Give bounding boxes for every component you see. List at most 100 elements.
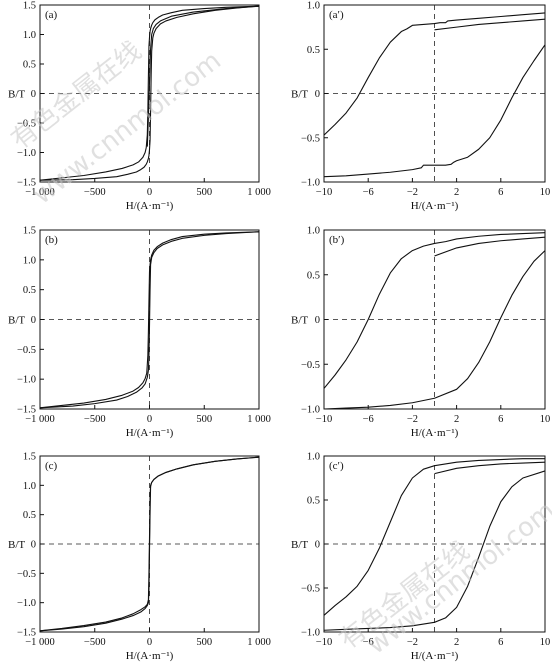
y-tick-label: 1.5 xyxy=(23,1,36,12)
y-tick-label: 0.5 xyxy=(307,45,320,56)
x-tick-label: −10 xyxy=(316,637,332,648)
y-tick-label: 0.5 xyxy=(23,60,36,71)
panel-label: (b) xyxy=(45,234,58,246)
x-tick-label: −500 xyxy=(84,414,106,425)
y-tick-label: −1.5 xyxy=(17,628,36,639)
y-tick-label: 0.5 xyxy=(23,510,36,521)
x-tick-label: −6 xyxy=(363,414,374,425)
y-tick-label: −0.5 xyxy=(301,584,320,595)
y-axis-title: B/T xyxy=(8,89,25,101)
panel-c2: −10 −6 −2 2 6 10 −1.0 −0.5 0 0.5 1.0 H/(A·m⁻¹) B/T (c… xyxy=(291,452,550,663)
x-tick-label: 0 xyxy=(147,414,152,425)
x-tick-label: 500 xyxy=(196,187,212,198)
y-tick-label: −1.0 xyxy=(301,178,320,189)
y-tick-label: −1.0 xyxy=(301,628,320,639)
hysteresis-curve-3 xyxy=(146,5,260,147)
panel-label: (b′) xyxy=(329,234,345,246)
x-tick-label: 1 000 xyxy=(247,187,271,198)
x-tick-label: −2 xyxy=(407,187,418,198)
panel-label: (a) xyxy=(45,9,58,21)
x-axis-title: H/(A·m⁻¹) xyxy=(411,427,459,439)
x-tick-label: −1 000 xyxy=(25,414,55,425)
x-axis-title: H/(A·m⁻¹) xyxy=(126,200,174,212)
y-tick-label: 1.5 xyxy=(23,226,36,237)
panel-c: −1 000 −500 0 500 1 000 −1.5 −1.0 −0.5 0 0.5 1.0 1.… xyxy=(8,452,271,663)
x-axis-title: H/(A·m⁻¹) xyxy=(411,200,459,212)
y-axis-title: B/T xyxy=(8,315,25,327)
y-tick-label: 0.5 xyxy=(307,496,320,507)
y-tick-label: 0 xyxy=(31,89,36,100)
y-tick-label: −1.0 xyxy=(17,375,36,386)
x-tick-label: 2 xyxy=(454,187,459,198)
y-tick-label: 1.0 xyxy=(23,30,36,41)
x-tick-label: 6 xyxy=(498,187,503,198)
x-tick-label: 2 xyxy=(454,414,459,425)
y-axis-title: B/T xyxy=(291,539,308,551)
y-tick-label: 1.0 xyxy=(23,481,36,492)
y-tick-label: 0 xyxy=(315,89,320,100)
x-tick-label: 10 xyxy=(540,187,551,198)
y-tick-label: −0.5 xyxy=(17,119,36,130)
panel-a: −1 000 −500 0 500 1 000 −1.5 −1.0 −0.5 0 0.5 1.0 1.… xyxy=(8,1,271,213)
hysteresis-curve-2 xyxy=(323,470,546,631)
x-tick-label: −1 000 xyxy=(25,187,55,198)
hysteresis-curve-1 xyxy=(323,232,546,389)
y-tick-label: −0.5 xyxy=(17,345,36,356)
hysteresis-curve-1 xyxy=(39,5,260,181)
y-axis-title: B/T xyxy=(291,89,308,101)
hysteresis-curve-1 xyxy=(323,12,546,136)
x-tick-label: −10 xyxy=(316,414,332,425)
hysteresis-curve-1 xyxy=(323,458,545,616)
y-tick-label: 1.0 xyxy=(307,1,320,12)
x-tick-label: −10 xyxy=(316,187,332,198)
hysteresis-curve-2 xyxy=(39,456,260,632)
x-axis-title: H/(A·m⁻¹) xyxy=(411,650,459,662)
hysteresis-curve-2 xyxy=(39,231,260,409)
watermark-layer: 有色金属在线 www.cnnmol.com 有色金属在线 www.cnnmol.… xyxy=(6,36,552,661)
x-tick-label: 6 xyxy=(498,414,503,425)
y-tick-label: 1.0 xyxy=(307,226,320,237)
x-tick-label: −500 xyxy=(84,187,106,198)
x-tick-label: −500 xyxy=(84,637,106,648)
panel-label: (a′) xyxy=(329,9,344,21)
hysteresis-curve-1 xyxy=(39,231,260,409)
x-tick-label: −6 xyxy=(363,637,374,648)
panel-a2: −10 −6 −2 2 6 10 −1.0 −0.5 0 0.5 1.0 H/(A·m⁻¹) B/T (a… xyxy=(291,1,550,213)
panel-label: (c′) xyxy=(329,460,344,472)
y-tick-label: −1.0 xyxy=(17,148,36,159)
x-tick-label: 0 xyxy=(147,187,152,198)
y-axis-title: B/T xyxy=(291,315,308,327)
panel-b2: −10 −6 −2 2 6 10 −1.0 −0.5 0 0.5 1.0 H/(A·m⁻¹) B/T (b… xyxy=(291,226,550,440)
x-tick-label: 1 000 xyxy=(247,414,271,425)
x-tick-label: −2 xyxy=(407,637,418,648)
hysteresis-curve-2 xyxy=(323,44,546,178)
y-tick-label: 1.0 xyxy=(307,452,320,463)
y-tick-label: 0.5 xyxy=(307,270,320,281)
x-tick-label: 500 xyxy=(196,637,212,648)
x-tick-label: 2 xyxy=(454,637,459,648)
hysteresis-curve-3 xyxy=(434,236,546,257)
panel-b: −1 000 −500 0 500 1 000 −1.5 −1.0 −0.5 0 0.5 1.0 1.… xyxy=(8,226,271,440)
y-tick-label: −1.0 xyxy=(301,405,320,416)
x-tick-label: 1 000 xyxy=(247,637,271,648)
y-axis-title: B/T xyxy=(8,539,25,551)
hysteresis-curve-3 xyxy=(434,461,546,475)
y-tick-label: 1.0 xyxy=(23,255,36,266)
x-tick-label: −6 xyxy=(363,187,374,198)
y-tick-label: 1.5 xyxy=(23,452,36,463)
panels-layer: −1 000 −500 0 500 1 000 −1.5 −1.0 −0.5 0 0.5 1.0 1.… xyxy=(8,1,550,663)
x-tick-label: −2 xyxy=(407,414,418,425)
x-axis-title: H/(A·m⁻¹) xyxy=(126,427,174,439)
hysteresis-curve-2 xyxy=(39,5,260,181)
x-axis-title: H/(A·m⁻¹) xyxy=(126,650,174,662)
y-tick-label: −0.5 xyxy=(301,360,320,371)
hysteresis-curve-3 xyxy=(434,18,546,31)
y-tick-label: −0.5 xyxy=(17,569,36,580)
x-tick-label: 10 xyxy=(540,414,551,425)
y-tick-label: −1.5 xyxy=(17,178,36,189)
y-tick-label: 0 xyxy=(31,540,36,551)
y-tick-label: −1.5 xyxy=(17,405,36,416)
x-tick-label: 6 xyxy=(498,637,503,648)
y-tick-label: −1.0 xyxy=(17,598,36,609)
